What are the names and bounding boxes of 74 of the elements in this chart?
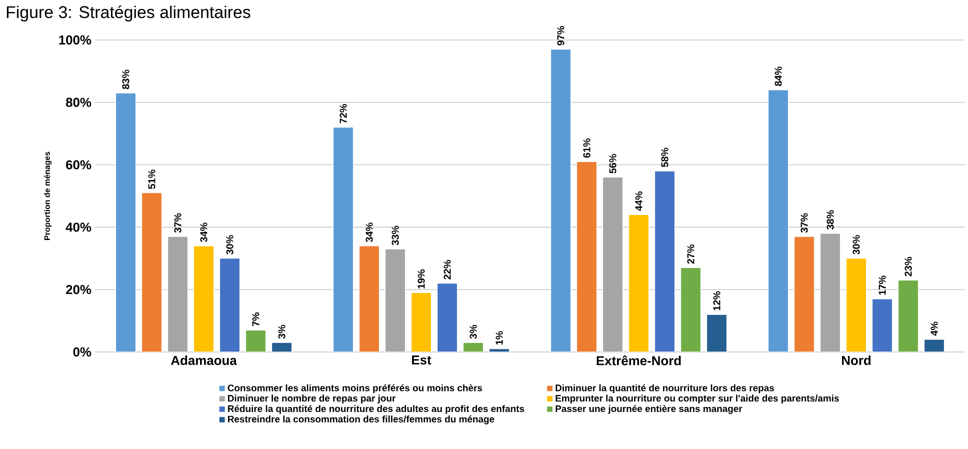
data-label: 22% [444,260,451,280]
bar [488,348,510,352]
bar [219,258,240,352]
bar [680,267,702,352]
y-tick-label: 100% [59,35,92,45]
data-label: 3% [470,324,477,339]
bar [706,314,728,352]
bar [436,283,458,352]
data-label: 1% [496,331,503,345]
y-tick-label: 60% [66,160,92,170]
data-label: 83% [122,70,130,90]
bar [768,90,789,352]
data-label: 34% [366,222,373,242]
data-label: 12% [713,291,720,310]
data-label: 58% [661,148,668,168]
data-label: 23% [904,256,912,276]
bar [628,214,650,352]
data-label: 38% [826,210,834,230]
data-label: 34% [200,222,208,242]
data-label: 19% [418,269,425,288]
data-label: 51% [148,170,156,189]
data-label: 4% [930,322,938,336]
legend-label: Diminuer le nombre de repas par jour [228,394,396,404]
bar [245,330,266,352]
bar [898,280,919,352]
bar [846,258,867,352]
chart-title: Figure 3: Stratégies alimentaires [6,6,250,22]
data-label: 7% [252,312,260,326]
data-label: 27% [687,244,694,264]
data-label: 61% [583,138,590,158]
data-label: 44% [635,191,642,211]
data-label: 3% [278,324,286,339]
bar [794,236,815,352]
data-label: 30% [226,235,234,255]
bar [141,192,162,352]
bar [462,342,484,352]
bar [820,233,841,352]
legend-label: Réduire la quantité de nourriture des adultes au profit des enfants [228,405,524,414]
bar [550,49,572,352]
x-tick-label: Adamaoua [170,356,237,366]
legend-label: Passer une journée entière sans manager [556,405,742,414]
x-tick-label: Nord [842,356,871,366]
data-label: 56% [609,154,616,174]
data-label: 37% [800,213,808,233]
data-label: 37% [174,213,182,233]
data-label: 33% [392,226,399,246]
y-tick-label: 40% [66,222,92,232]
bar [872,298,893,352]
bar [167,236,188,352]
bar [654,170,676,352]
legend-label: Restreindre la consommation des filles/femmes du ménage [228,415,494,424]
bar [115,92,136,352]
bar [332,127,354,352]
bar [193,246,214,352]
data-label: 17% [878,276,886,295]
legend-label: Consommer les aliments moins préférés ou moins chèrs [228,384,482,394]
bar [602,176,624,352]
bar [384,248,406,352]
x-tick-label: Extrême-Nord [596,356,681,366]
data-label: 72% [340,104,347,124]
bar [358,246,380,352]
y-tick-label: 20% [66,284,92,294]
legend-label: Emprunter la nourriture ou compter sur l'aide des parents/amis [556,394,839,404]
y-tick-label: 0% [73,347,92,357]
y-tick-label: 80% [66,98,92,107]
bar [576,161,598,352]
data-label: 30% [852,235,860,255]
data-label: 97% [557,26,564,46]
data-label: 84% [774,66,782,86]
bar [271,342,292,352]
bar [924,339,945,352]
bar [410,292,432,352]
x-tick-label: Est [412,356,432,365]
legend-label: Diminuer la quantité de nourriture lors des repas [556,384,774,394]
